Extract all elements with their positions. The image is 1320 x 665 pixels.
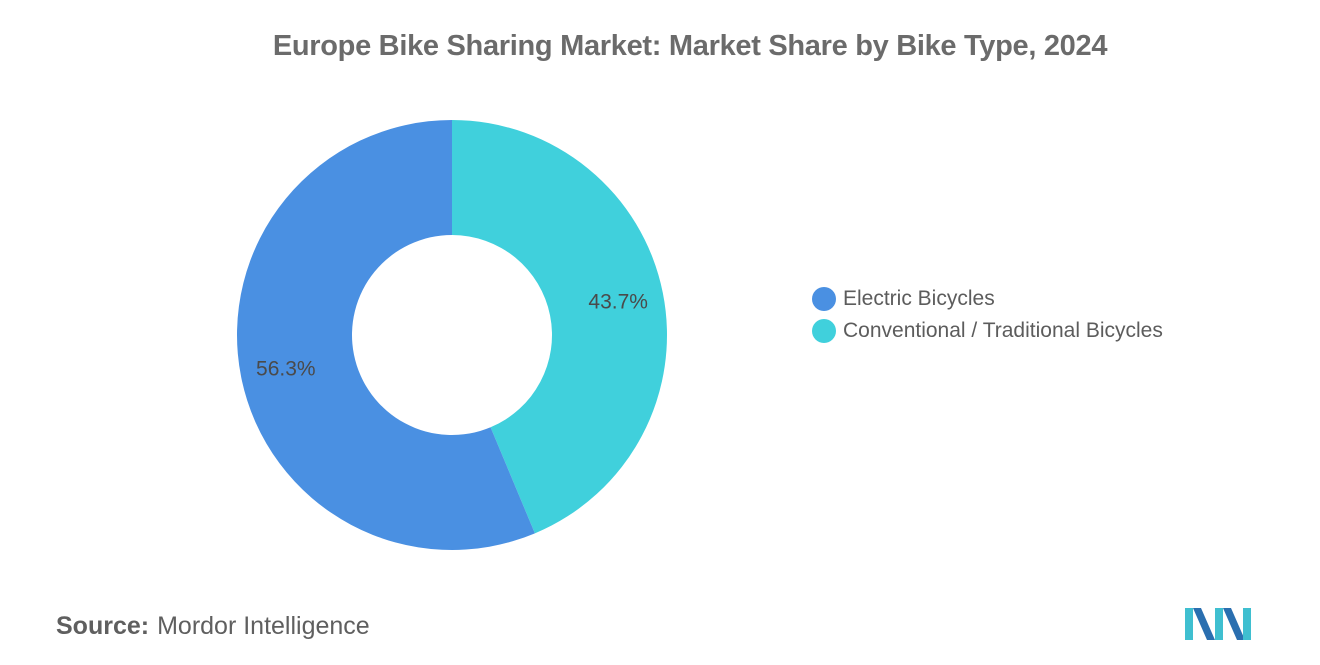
- logo-shape-diagonal-1: [1193, 608, 1215, 640]
- legend-label-conventional-bicycles: Conventional / Traditional Bicycles: [843, 319, 1163, 342]
- legend-item-electric-bicycles[interactable]: Electric Bicycles: [812, 283, 1163, 315]
- legend-swatch-conventional-bicycles: [812, 319, 836, 343]
- logo-shape-left: [1185, 608, 1193, 640]
- source-label: Source:: [56, 612, 150, 640]
- legend-item-conventional-bicycles[interactable]: Conventional / Traditional Bicycles: [812, 315, 1163, 347]
- chart-title: Europe Bike Sharing Market: Market Share…: [272, 30, 1108, 62]
- data-label-conventional-bicycles: 43.7%: [588, 291, 648, 314]
- legend-label-electric-bicycles: Electric Bicycles: [843, 287, 995, 310]
- logo-shape-diagonal-2: [1223, 608, 1245, 640]
- logo-shape-middle: [1215, 608, 1223, 640]
- chart-legend: Electric Bicycles Conventional / Traditi…: [812, 283, 1163, 347]
- slice-conventional-bicycles[interactable]: [452, 120, 667, 534]
- logo-shape-right: [1243, 608, 1251, 640]
- mordor-intelligence-logo-icon: [1185, 608, 1251, 640]
- source-text: Mordor Intelligence: [157, 612, 370, 640]
- legend-swatch-electric-bicycles: [812, 287, 836, 311]
- data-label-electric-bicycles: 56.3%: [256, 357, 316, 380]
- slice-electric-bicycles[interactable]: [237, 120, 535, 550]
- source-note: Source: Mordor Intelligence: [56, 612, 370, 641]
